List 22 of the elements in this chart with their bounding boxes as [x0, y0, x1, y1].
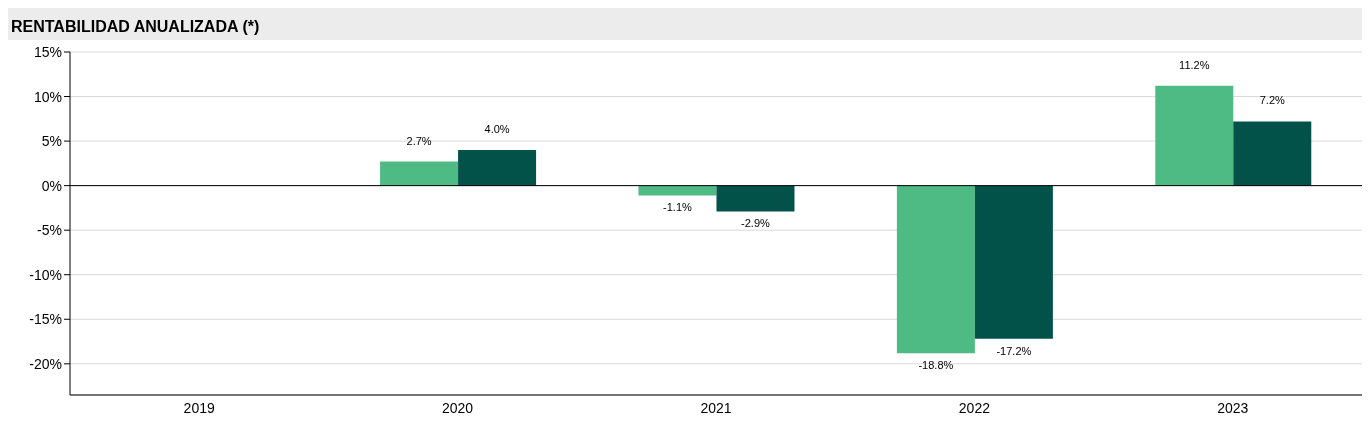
y-tick-label: -15% — [29, 311, 62, 328]
y-tick-label: 10% — [33, 88, 62, 105]
y-tick-label: 5% — [41, 133, 62, 150]
data-label: 4.0% — [484, 123, 510, 135]
y-tick-label: 15% — [33, 43, 62, 60]
x-tick-label: 2020 — [442, 399, 474, 416]
data-label: -17.2% — [996, 344, 1032, 357]
data-label: 2.7% — [406, 134, 432, 147]
x-tick-label: 2023 — [1217, 399, 1249, 416]
chart-title: RENTABILIDAD ANUALIZADA (*) — [8, 8, 1362, 40]
data-label: -1.1% — [663, 201, 693, 214]
y-tick-label: -10% — [29, 266, 62, 283]
y-tick-label: -20% — [29, 355, 62, 372]
data-label: -2.9% — [741, 217, 771, 230]
data-label: 11.2% — [1179, 58, 1210, 71]
x-tick-label: 2021 — [700, 399, 732, 416]
y-tick-label: -5% — [37, 222, 62, 239]
data-label: 7.2% — [1259, 94, 1286, 107]
x-tick-label: 2022 — [958, 399, 991, 416]
y-tick-label: 0% — [41, 177, 62, 194]
data-label: -18.8% — [918, 359, 954, 372]
x-tick-label: 2019 — [183, 399, 215, 416]
